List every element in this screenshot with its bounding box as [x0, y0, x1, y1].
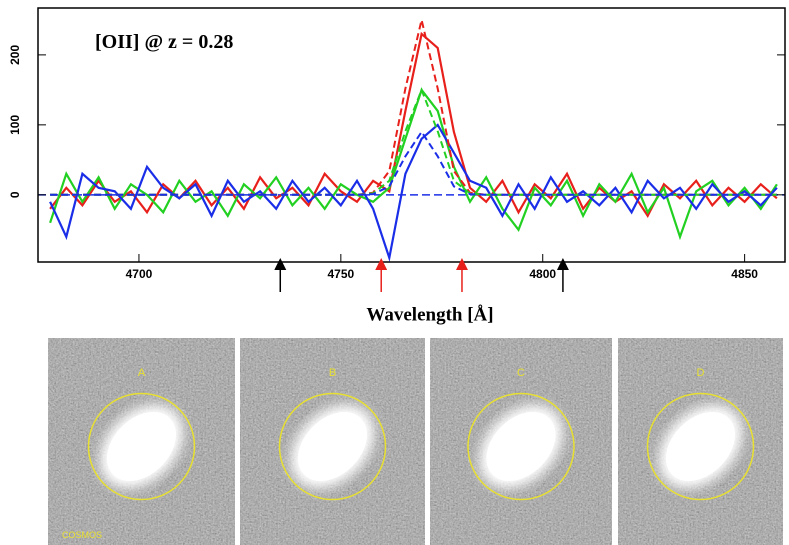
spectrum-line	[49, 31, 778, 218]
panel-label: C	[517, 367, 525, 379]
fit-line	[50, 130, 777, 196]
y-tick-label: 100	[8, 115, 22, 135]
aperture	[646, 392, 755, 501]
x-axis-label: Wavelength [Å]	[366, 304, 493, 325]
plot-frame	[37, 7, 786, 263]
galaxy-core	[665, 411, 736, 482]
x-tick-label: 4800	[529, 267, 556, 281]
aperture	[278, 392, 387, 501]
spectrum-line	[49, 123, 778, 263]
y-tick-label: 200	[8, 45, 22, 65]
x-tick-label: 4750	[327, 267, 354, 281]
badge: COSMOS	[62, 530, 102, 540]
x-tick-label: 4850	[731, 267, 758, 281]
galaxy-core	[486, 411, 556, 482]
aperture	[87, 392, 196, 501]
aperture	[467, 392, 575, 501]
image-panels: A B C D COSMOS	[48, 338, 783, 545]
panel-label: D	[697, 367, 705, 379]
galaxy-core	[297, 411, 368, 482]
y-tick-label: 0	[8, 191, 22, 198]
panel-label: A	[138, 367, 146, 379]
x-tick-label: 4700	[126, 267, 153, 281]
galaxy-core	[106, 411, 177, 482]
annotation: [OII] @ z = 0.28	[95, 31, 233, 53]
spectrum-line	[49, 87, 778, 241]
panel-label: B	[329, 367, 336, 379]
